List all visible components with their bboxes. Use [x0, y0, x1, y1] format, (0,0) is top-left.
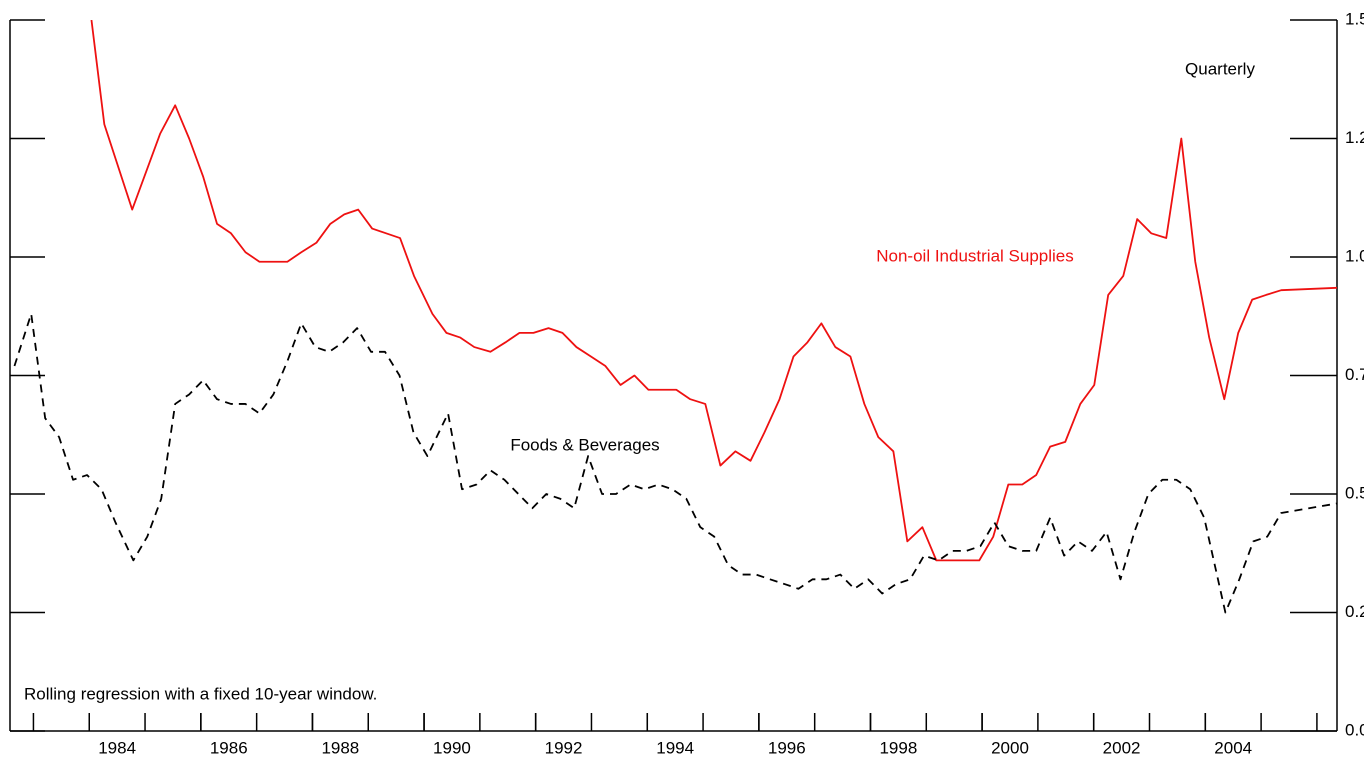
x-tick-label: 2004	[1214, 738, 1252, 757]
series-label: Non-oil Industrial Supplies	[876, 246, 1074, 265]
x-tick-label: 1990	[433, 738, 471, 757]
x-tick-label: 1988	[321, 738, 359, 757]
y-tick-label: 0.75	[1345, 365, 1364, 384]
y-tick-label: 1.00	[1345, 246, 1364, 265]
y-tick-label: 0.00	[1345, 720, 1364, 739]
series-label: Foods & Beverages	[510, 435, 659, 454]
x-tick-label: 1992	[545, 738, 583, 757]
y-tick-label: 1.50	[1345, 9, 1364, 28]
series-line	[13, 312, 1337, 614]
x-tick-label: 2000	[991, 738, 1029, 757]
x-tick-label: 1986	[210, 738, 248, 757]
y-tick-label: 1.25	[1345, 128, 1364, 147]
x-tick-label: 1994	[656, 738, 694, 757]
x-tick-label: 1998	[879, 738, 917, 757]
annotation: Rolling regression with a fixed 10-year …	[24, 684, 377, 703]
plot-area	[13, 20, 1337, 614]
x-tick-label: 1984	[98, 738, 136, 757]
y-tick-label: 0.25	[1345, 602, 1364, 621]
y-tick-label: 0.50	[1345, 483, 1364, 502]
annotation: Quarterly	[1185, 59, 1255, 78]
series-line	[90, 20, 1337, 562]
x-tick-label: 1996	[768, 738, 806, 757]
x-tick-label: 2002	[1103, 738, 1141, 757]
